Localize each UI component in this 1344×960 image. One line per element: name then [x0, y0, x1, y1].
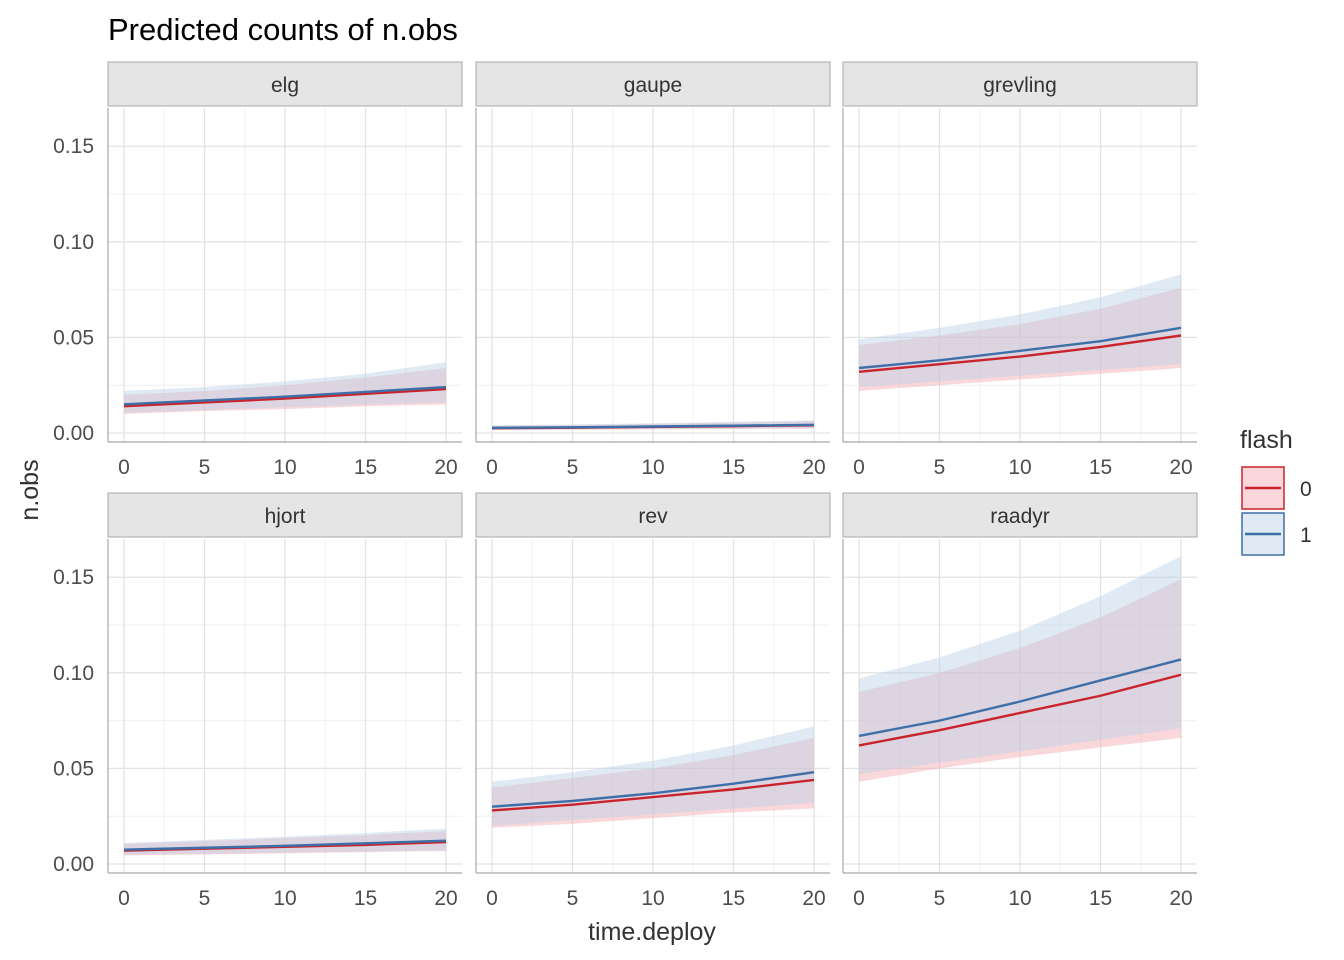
x-tick-label: 20	[434, 887, 457, 910]
legend-title: flash	[1240, 426, 1293, 454]
facet-label: raadyr	[990, 505, 1050, 528]
x-tick-label: 0	[486, 887, 498, 910]
facet-label: grevling	[983, 74, 1057, 97]
chart-title: Predicted counts of n.obs	[108, 12, 458, 47]
series-line-flash-0	[858, 673, 1182, 747]
legend-label: 1	[1300, 524, 1312, 547]
x-tick-label: 10	[273, 456, 296, 479]
x-tick-label: 10	[641, 887, 664, 910]
y-tick-label: 0.15	[53, 135, 94, 158]
x-tick-label: 15	[722, 887, 745, 910]
facet-label: gaupe	[624, 74, 682, 97]
series-line-flash-1	[123, 839, 447, 851]
panel-raadyr: raadyr 0 5 10 15 20	[842, 492, 1198, 910]
legend-item-1: 1	[1241, 512, 1312, 556]
series-line-flash-1	[858, 658, 1182, 738]
x-tick-label: 0	[118, 456, 130, 479]
series-line-flash-0	[491, 778, 815, 812]
series-line-flash-1	[491, 771, 815, 808]
facet-strip	[475, 61, 831, 107]
series-line-flash-1	[491, 423, 815, 430]
panel-rev: rev 0 5 10 15 20	[475, 492, 831, 910]
series-line-flash-1	[123, 385, 447, 406]
x-tick-label: 5	[199, 887, 211, 910]
legend-label: 0	[1300, 478, 1312, 501]
x-tick-label: 15	[1089, 887, 1112, 910]
x-tick-label: 20	[802, 887, 825, 910]
legend: flash 0 1	[1240, 426, 1312, 556]
panel-grevling: grevling 0 5 10 15 20	[842, 61, 1198, 479]
facet-strip	[842, 492, 1198, 538]
y-tick-label: 0.10	[53, 662, 94, 685]
legend-item-0: 0	[1241, 466, 1312, 510]
x-tick-label: 5	[934, 887, 946, 910]
y-tick-label: 0.05	[53, 326, 94, 349]
x-tick-label: 10	[273, 887, 296, 910]
y-tick-label: 0.05	[53, 757, 94, 780]
x-axis-label: time.deploy	[588, 918, 716, 946]
x-tick-label: 5	[934, 456, 946, 479]
x-tick-label: 15	[1089, 456, 1112, 479]
x-tick-label: 0	[853, 456, 865, 479]
facet-label: elg	[271, 74, 299, 97]
y-tick-label: 0.00	[53, 422, 94, 445]
x-tick-label: 20	[1169, 456, 1192, 479]
panel-gaupe: gaupe 0 5 10 15 20	[475, 61, 831, 479]
facet-panels: elg 0 5 10 15 20 0.00 0.05 0.10 0.15 gaupe 0 5 10 15 20…	[53, 61, 1198, 910]
ci-ribbon-flash-1	[859, 274, 1181, 388]
facet-strip	[475, 492, 831, 538]
y-tick-label: 0.10	[53, 231, 94, 254]
x-tick-label: 5	[199, 456, 211, 479]
x-tick-label: 20	[434, 456, 457, 479]
x-tick-label: 0	[486, 456, 498, 479]
x-tick-label: 10	[641, 456, 664, 479]
y-axis-label: n.obs	[16, 459, 44, 520]
x-tick-label: 10	[1008, 456, 1031, 479]
facet-label: hjort	[265, 505, 306, 528]
facet-strip	[842, 61, 1198, 107]
facet-strip	[107, 61, 463, 107]
x-tick-label: 5	[567, 887, 579, 910]
x-tick-label: 15	[354, 456, 377, 479]
x-tick-label: 5	[567, 456, 579, 479]
x-tick-label: 0	[118, 887, 130, 910]
x-tick-label: 20	[1169, 887, 1192, 910]
series-line-flash-1	[858, 326, 1182, 370]
facet-label: rev	[638, 505, 668, 528]
series-line-flash-0	[858, 334, 1182, 374]
x-tick-label: 10	[1008, 887, 1031, 910]
series-line-flash-0	[123, 387, 447, 408]
panel-elg: elg 0 5 10 15 20 0.00 0.05 0.10 0.15	[53, 61, 463, 479]
x-tick-label: 0	[853, 887, 865, 910]
panel-hjort: hjort 0 5 10 15 20 0.00 0.05 0.10 0.15	[53, 492, 463, 910]
x-tick-label: 15	[722, 456, 745, 479]
x-tick-label: 20	[802, 456, 825, 479]
facet-strip	[107, 492, 463, 538]
y-tick-label: 0.00	[53, 853, 94, 876]
x-tick-label: 15	[354, 887, 377, 910]
y-tick-label: 0.15	[53, 566, 94, 589]
